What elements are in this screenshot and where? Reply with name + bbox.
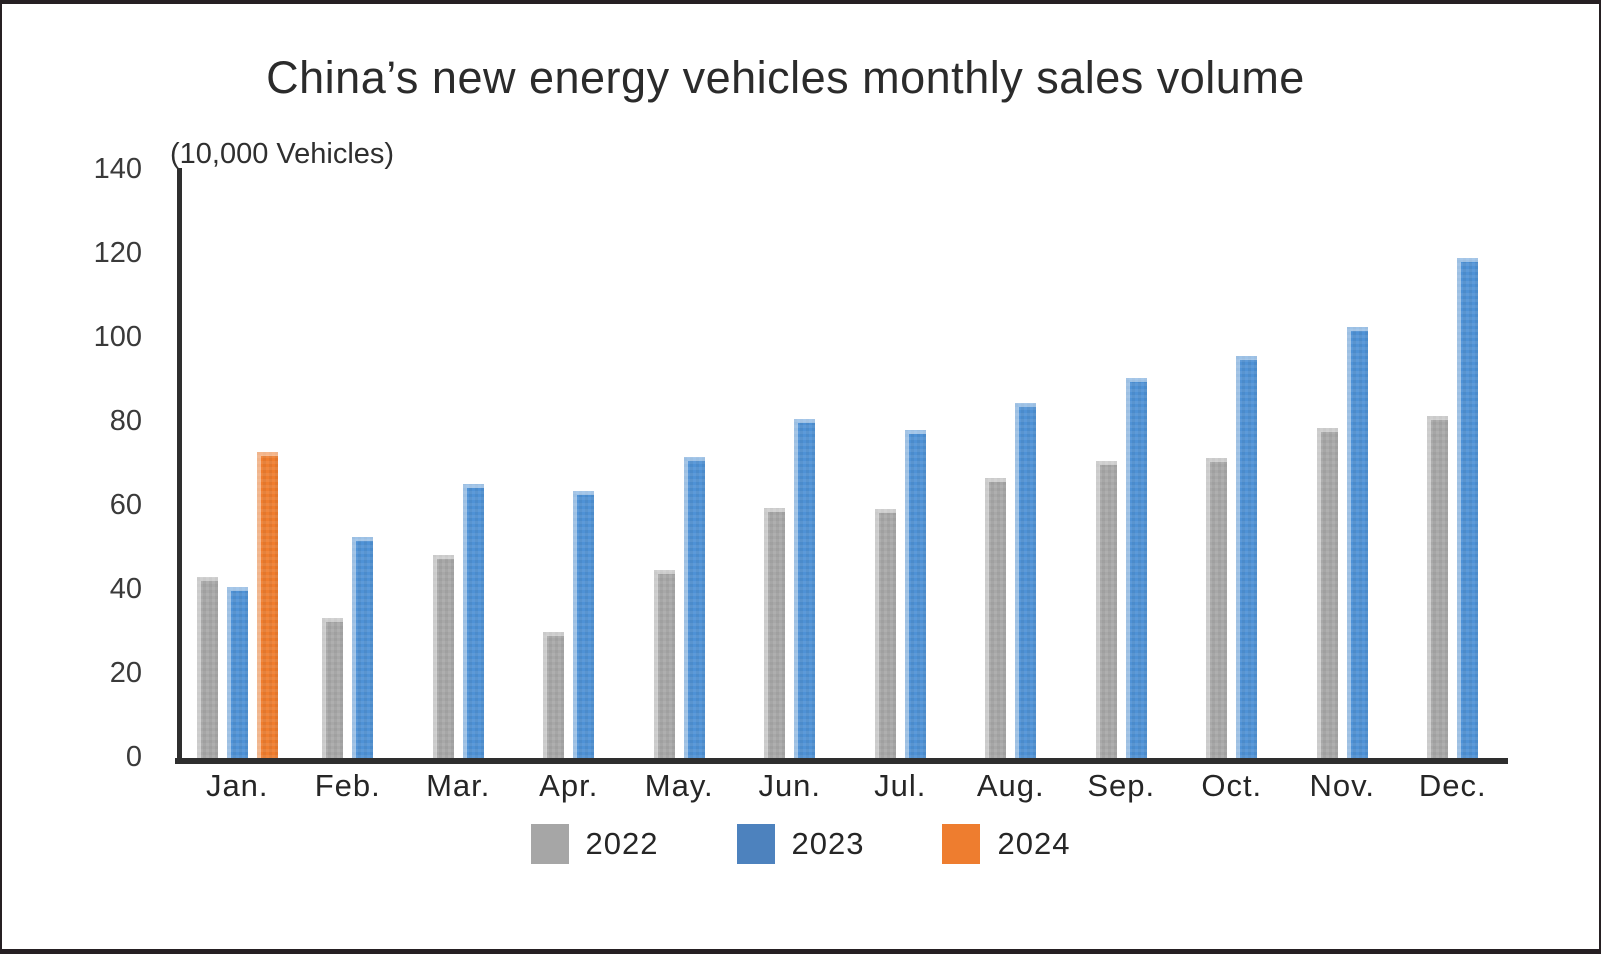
bar-2022-dec	[1427, 416, 1449, 758]
bar-group-nov	[1287, 170, 1398, 758]
bar-group-jan	[182, 170, 293, 758]
legend-item-2022: 2022	[530, 824, 659, 864]
bar-2024-jan	[256, 452, 278, 758]
bar-2023-dec	[1457, 258, 1479, 758]
legend-swatch-2022	[530, 824, 569, 864]
bar-2022-may	[653, 570, 675, 758]
y-tick-label-40: 40	[109, 573, 142, 605]
y-tick-label-80: 80	[109, 405, 142, 437]
chart-legend: 2022 2023 2024	[0, 824, 1601, 864]
x-axis-tick-labels: Jan. Feb. Mar. Apr. May. Jun. Jul. Aug. Sep. Oct.…	[182, 768, 1508, 804]
bar-group-jul	[845, 170, 956, 758]
bar-2022-feb	[322, 618, 344, 758]
x-tick-label-jun: Jun.	[758, 768, 822, 803]
bar-2023-feb	[352, 537, 374, 758]
legend-swatch-2023	[736, 824, 775, 864]
x-axis-line	[175, 758, 1508, 764]
x-tick-label-mar: Mar.	[426, 768, 491, 803]
bar-2022-sep	[1095, 461, 1117, 758]
y-axis-unit-label: (10,000 Vehicles)	[170, 138, 395, 170]
chart-title: China’s new energy vehicles monthly sale…	[266, 52, 1305, 103]
bar-group-sep	[1066, 170, 1177, 758]
legend-label-2023: 2023	[791, 826, 865, 861]
bar-2023-jul	[904, 430, 926, 758]
y-tick-label-60: 60	[109, 489, 142, 521]
bar-group-jun	[735, 170, 846, 758]
x-tick-label-nov: Nov.	[1309, 768, 1375, 803]
bar-2022-oct	[1206, 458, 1228, 758]
bar-2022-jul	[874, 509, 896, 758]
bar-2022-apr	[543, 632, 565, 758]
bar-2023-jan	[226, 587, 248, 758]
x-tick-label-apr: Apr.	[539, 768, 599, 803]
x-tick-label-feb: Feb.	[314, 768, 381, 803]
bar-group-oct	[1177, 170, 1288, 758]
legend-item-2023: 2023	[736, 824, 865, 864]
legend-item-2024: 2024	[942, 824, 1070, 864]
bar-2022-aug	[985, 478, 1007, 758]
bar-2022-jan	[196, 577, 218, 758]
bar-group-mar	[403, 170, 514, 758]
bar-2022-jun	[764, 508, 786, 758]
x-tick-label-sep: Sep.	[1087, 768, 1156, 803]
bar-2023-may	[683, 457, 705, 758]
x-tick-label-oct: Oct.	[1201, 768, 1263, 803]
y-axis-line	[177, 168, 182, 764]
y-tick-label-120: 120	[93, 237, 142, 269]
x-tick-label-may: May.	[644, 768, 714, 803]
x-tick-label-aug: Aug.	[976, 768, 1045, 803]
bar-2022-nov	[1316, 428, 1338, 758]
y-tick-label-0: 0	[125, 741, 142, 773]
bar-2023-jun	[794, 419, 816, 758]
y-tick-label-100: 100	[93, 321, 142, 353]
plot-area	[182, 170, 1508, 758]
x-tick-label-jan: Jan.	[205, 768, 269, 803]
legend-label-2022: 2022	[585, 826, 659, 861]
bar-2023-oct	[1236, 356, 1258, 758]
bar-2022-mar	[432, 555, 454, 758]
y-tick-label-140: 140	[93, 153, 142, 185]
y-tick-label-20: 20	[109, 657, 142, 689]
bar-group-feb	[293, 170, 404, 758]
x-tick-label-dec: Dec.	[1418, 768, 1487, 803]
bar-2023-mar	[462, 484, 484, 758]
bar-group-may	[624, 170, 735, 758]
bar-2023-apr	[573, 491, 595, 758]
bar-group-dec	[1398, 170, 1509, 758]
legend-label-2024: 2024	[997, 826, 1071, 861]
bar-2023-sep	[1125, 378, 1147, 758]
bar-group-aug	[956, 170, 1067, 758]
bar-group-apr	[514, 170, 625, 758]
bar-2023-aug	[1015, 403, 1037, 758]
x-tick-label-jul: Jul.	[874, 768, 927, 803]
legend-swatch-2024	[942, 824, 981, 864]
bar-2023-nov	[1346, 327, 1368, 758]
